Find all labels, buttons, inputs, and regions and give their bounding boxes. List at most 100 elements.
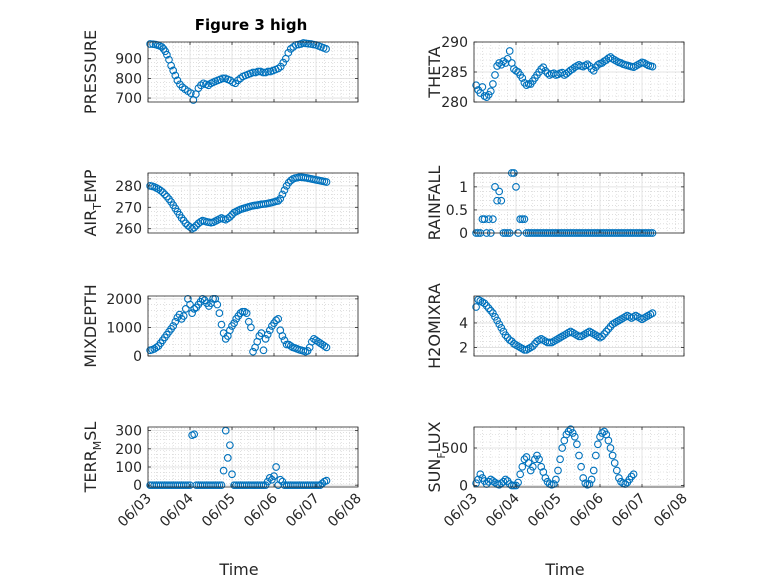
x-tick-label: 06/05 [199, 491, 239, 531]
data-point [602, 327, 611, 336]
data-point [606, 444, 615, 452]
data-point [503, 54, 512, 63]
data-point [518, 462, 527, 471]
data-point [497, 323, 506, 332]
data-point [234, 76, 242, 85]
data-point [177, 214, 186, 222]
data-point [552, 475, 560, 484]
x-tick-label: 06/08 [651, 491, 691, 531]
data-point [499, 327, 508, 336]
y-tick-label: 285 [441, 65, 468, 81]
data-point [499, 57, 508, 66]
data-point [213, 481, 222, 490]
data-point [648, 309, 657, 317]
data-point [520, 346, 529, 354]
data-point [495, 320, 504, 329]
x-axis-label: Time [544, 560, 584, 579]
data-point [242, 309, 251, 317]
data-series [146, 39, 330, 104]
data-point [518, 74, 527, 82]
data-point [493, 196, 501, 205]
data-point [286, 45, 295, 53]
data-point [598, 429, 606, 437]
x-tick-label: 06/07 [609, 491, 649, 531]
data-point [482, 301, 491, 310]
plot-area [148, 296, 358, 356]
data-point [274, 64, 283, 73]
data-point [604, 325, 613, 333]
data-point [480, 215, 489, 224]
data-point [263, 330, 272, 339]
data-point [314, 481, 322, 490]
data-series [146, 426, 331, 490]
data-point [274, 197, 283, 205]
data-point [589, 466, 598, 475]
data-point [476, 470, 485, 479]
subplot-mixdepth: 0 1000 2000 MIXDEPTH [81, 284, 359, 368]
data-point [265, 326, 274, 335]
data-point [188, 309, 196, 317]
data-point [554, 466, 562, 475]
data-point [217, 320, 226, 329]
data-point [219, 466, 228, 475]
data-point [169, 66, 178, 75]
data-point [264, 67, 272, 76]
data-point [173, 76, 182, 85]
data-point [254, 67, 262, 76]
y-axis-label: PRESSURE [81, 30, 100, 114]
x-tick-label: 06/04 [483, 490, 523, 530]
data-point [215, 309, 224, 317]
data-point [537, 65, 546, 73]
y-tick-label: 0.5 [446, 203, 468, 219]
data-point [566, 425, 575, 434]
data-point [497, 196, 506, 205]
data-point [531, 455, 539, 464]
data-point [181, 481, 190, 490]
plot-area [148, 427, 358, 487]
data-point [493, 316, 501, 325]
data-point [226, 326, 234, 335]
data-point [156, 186, 165, 195]
data-point [209, 295, 217, 303]
data-point [213, 300, 222, 309]
data-point [163, 192, 171, 201]
data-point [171, 71, 180, 80]
data-point [228, 470, 236, 479]
data-point [507, 481, 516, 490]
data-point [520, 215, 529, 224]
data-series [146, 295, 331, 356]
axes-box [473, 172, 685, 234]
y-axis-label: MIXDEPTH [81, 284, 100, 367]
y-tick-label: 290 [441, 35, 468, 51]
data-point [238, 307, 247, 316]
y-tick-label: 1 [459, 180, 468, 196]
data-point [480, 299, 489, 308]
data-point [320, 342, 329, 350]
data-point [518, 215, 527, 224]
data-point [491, 71, 499, 79]
data-point [280, 186, 289, 194]
data-point [249, 347, 257, 356]
data-point [627, 472, 636, 481]
data-point [495, 187, 504, 196]
data-point [217, 481, 226, 490]
y-tick-label: 300 [115, 424, 142, 440]
y-axis-label: THETA [425, 46, 444, 98]
data-point [648, 62, 657, 71]
data-point [541, 474, 550, 482]
data-point [230, 319, 238, 327]
data-point [276, 62, 285, 71]
data-point [218, 74, 227, 83]
data-point [322, 178, 331, 186]
data-point [524, 459, 533, 467]
data-point [167, 61, 175, 70]
data-point [278, 190, 287, 199]
data-series [472, 47, 657, 102]
data-point [491, 182, 499, 191]
data-series [146, 173, 331, 233]
y-tick-label: 280 [441, 95, 468, 111]
data-point [163, 50, 171, 59]
data-point [489, 215, 497, 224]
data-point [541, 66, 550, 75]
